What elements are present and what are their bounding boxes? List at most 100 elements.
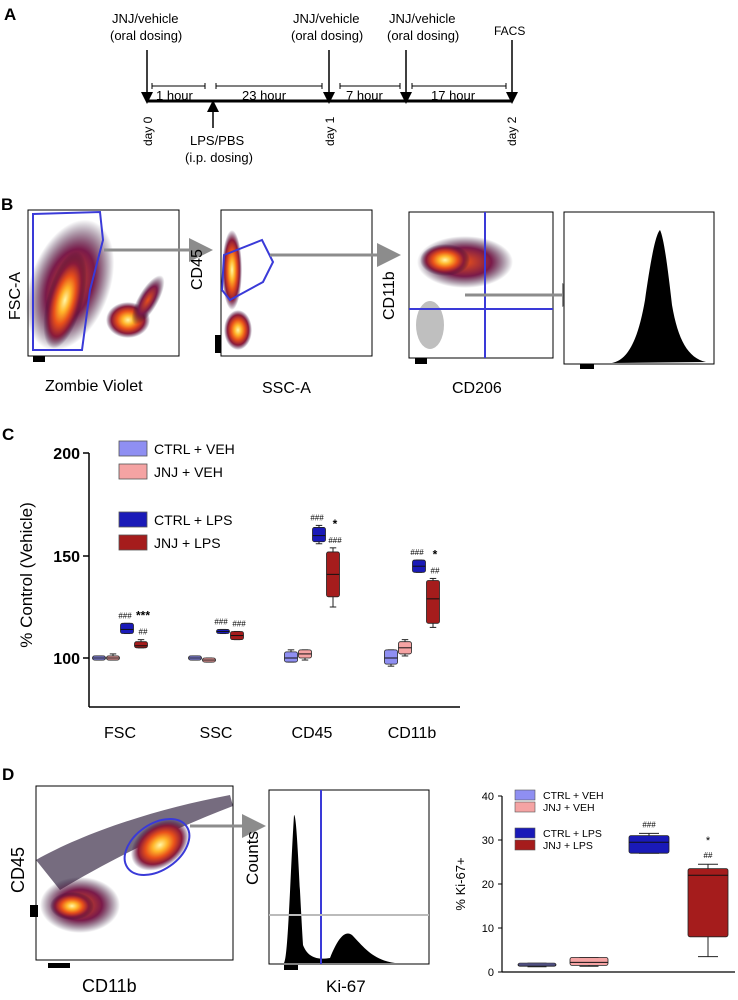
interval-2: 23 hour xyxy=(242,88,287,103)
c-box-cd45-s2-box xyxy=(312,527,326,543)
plot2-ylabel: CD45 xyxy=(189,249,206,290)
c-box-fsc-s3-box xyxy=(134,641,148,649)
c-box-cd45-s2 xyxy=(312,524,326,545)
flow-plot-cd11b-cd206: CD11b CD206 xyxy=(381,211,554,397)
d-legend-ctrl-veh: CTRL + VEH xyxy=(543,790,604,802)
panel-label-c: C xyxy=(2,425,14,444)
facs-label: FACS xyxy=(494,24,525,38)
panel-c: C % Control (Vehicle) 100 150 200 FSC SS… xyxy=(2,425,460,742)
dose-label-1a: JNJ/vehicle xyxy=(112,11,178,26)
interval-brackets xyxy=(151,83,507,89)
lps-label-2: (i.p. dosing) xyxy=(185,150,253,165)
lps-label-1: LPS/PBS xyxy=(190,133,245,148)
plot1-ylabel: FSC-A xyxy=(7,272,24,320)
dose-label-3b: (oral dosing) xyxy=(387,28,459,43)
c-annotation-8: ### xyxy=(410,548,424,557)
c-annotation-2: *** xyxy=(136,609,150,623)
c-ytick-label-150: 150 xyxy=(53,549,80,566)
c-box-marks: #####*** ### #########*#####* xyxy=(92,513,440,667)
c-box-fsc-s2 xyxy=(120,622,134,635)
c-category-cd11b: CD11b xyxy=(388,725,437,742)
c-category-cd45: CD45 xyxy=(292,725,333,742)
interval-3: 7 hour xyxy=(346,88,384,103)
d-box-1 xyxy=(569,956,609,967)
ki67-boxplot: % Ki-67+ 0 10 20 30 40 CTRL + VEH JNJ + VEH … xyxy=(453,789,735,979)
c-box-ssc-s2 xyxy=(216,628,230,635)
c-ytick-label-100: 100 xyxy=(53,651,80,668)
myeloid-gate xyxy=(123,818,191,876)
d-plot2-xlabel: Ki-67 xyxy=(326,977,366,996)
d-annotation-2: * xyxy=(706,835,711,847)
interval-1: 1 hour xyxy=(156,88,194,103)
c-box-cd45-s0-box xyxy=(284,651,298,663)
c-legend-swatch-ctrl-lps xyxy=(118,511,148,528)
c-box-fsc-s3 xyxy=(134,639,148,649)
c-legend-swatch-jnj-veh xyxy=(118,463,148,480)
c-annotation-10: * xyxy=(433,547,438,561)
dose-label-2b: (oral dosing) xyxy=(291,28,363,43)
flow-plot-cd45-cd11b: CD45 CD11b xyxy=(8,785,234,996)
c-annotation-0: ### xyxy=(118,611,132,620)
c-box-fsc-s1 xyxy=(106,653,120,661)
c-legend-jnj-lps: JNJ + LPS xyxy=(154,535,221,551)
c-box-cd11b-s2 xyxy=(412,559,426,573)
c-ytick-150: 150 xyxy=(53,549,89,566)
live-cell-gate xyxy=(32,210,105,351)
c-box-cd11b-s3 xyxy=(426,577,440,628)
panel-a: A JNJ/vehicle (oral dosing) JNJ/vehicle … xyxy=(4,5,525,165)
c-box-cd11b-s1 xyxy=(398,639,412,657)
flow-plot-cd45-ssc: CD45 SSC-A xyxy=(189,209,373,397)
c-box-cd11b-s3-box xyxy=(426,580,440,624)
d-box-0 xyxy=(517,962,557,968)
c-legend-ctrl-veh: CTRL + VEH xyxy=(154,441,235,457)
histogram-peak xyxy=(612,230,706,363)
c-ytick-200: 200 xyxy=(53,446,89,463)
d-legend-jnj-lps: JNJ + LPS xyxy=(543,840,593,852)
d-ytick-label-0: 0 xyxy=(488,967,494,979)
d-legend-swatch-jnj-veh xyxy=(514,801,536,813)
panel-b: B FSC-A Zombie Violet CD45 SSC-A xyxy=(1,195,715,397)
plot1-xlabel: Zombie Violet xyxy=(45,378,143,395)
c-annotation-5: ### xyxy=(310,513,324,522)
c-box-fsc-s2-box xyxy=(120,622,134,634)
dose-label-2a: JNJ/vehicle xyxy=(293,11,359,26)
day0-label: day 0 xyxy=(141,116,155,146)
d-ylabel: % Ki-67+ xyxy=(453,857,468,910)
c-annotation-6: ### xyxy=(328,536,342,545)
c-box-cd45-s1 xyxy=(298,649,312,661)
c-ytick-100: 100 xyxy=(53,651,89,668)
c-legend-swatch-ctrl-veh xyxy=(118,440,148,457)
panel-d: D CD45 CD11b Counts Ki-67 xyxy=(2,765,735,996)
d-box-2-box xyxy=(628,835,670,854)
c-category-fsc: FSC xyxy=(104,725,136,742)
dose-label-3a: JNJ/vehicle xyxy=(389,11,455,26)
day2-label: day 2 xyxy=(505,116,519,146)
d-legend-jnj-veh: JNJ + VEH xyxy=(543,802,595,814)
panel-label-a: A xyxy=(4,5,16,24)
c-legend: CTRL + VEH JNJ + VEH CTRL + LPS JNJ + LP… xyxy=(118,440,235,551)
d-legend: CTRL + VEH JNJ + VEH CTRL + LPS JNJ + LP… xyxy=(514,789,604,852)
d-plot2-ylabel: Counts xyxy=(243,831,262,885)
c-legend-swatch-jnj-lps xyxy=(118,534,148,551)
c-annotation-3: ### xyxy=(214,617,228,626)
c-ytick-label-200: 200 xyxy=(53,446,80,463)
d-legend-swatch-ctrl-lps xyxy=(514,827,536,839)
d-legend-ctrl-lps: CTRL + LPS xyxy=(543,828,602,840)
d-legend-swatch-jnj-lps xyxy=(514,839,536,851)
interval-4: 17 hour xyxy=(431,88,476,103)
d-plot1-ylabel: CD45 xyxy=(8,847,28,893)
cd45-gate xyxy=(220,238,275,302)
c-annotation-7: * xyxy=(333,517,338,531)
c-ylabel: % Control (Vehicle) xyxy=(17,502,36,648)
c-annotation-4: ### xyxy=(232,619,246,628)
d-box-marks: #####* xyxy=(517,820,729,968)
panel-label-d: D xyxy=(2,765,14,784)
d-ytick-label-30: 30 xyxy=(482,835,494,847)
d-ytick-label-10: 10 xyxy=(482,923,494,935)
flow-plot-fsc-zombie: FSC-A Zombie Violet xyxy=(7,209,180,395)
d-annotation-0: ### xyxy=(642,820,656,829)
panel-label-b: B xyxy=(1,195,13,214)
c-box-ssc-s0 xyxy=(188,655,202,661)
plot3-xlabel: CD206 xyxy=(452,380,502,397)
